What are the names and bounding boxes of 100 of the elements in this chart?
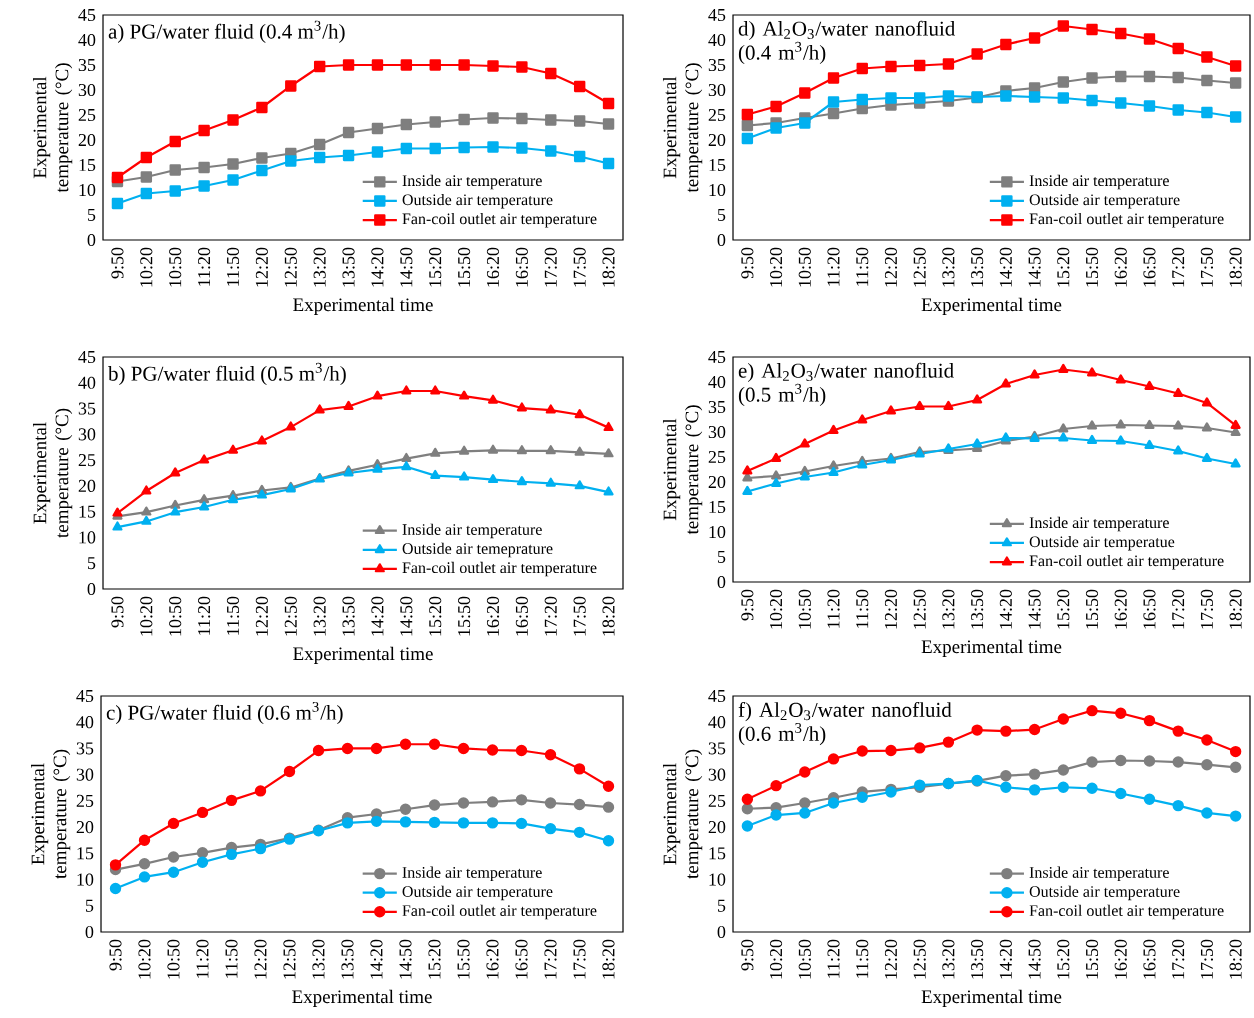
y-tick-label: 40: [76, 716, 94, 729]
x-tick-label: 10:50: [798, 247, 811, 287]
y-tick-label: 15: [77, 847, 94, 860]
x-tick-label: 12:50: [913, 939, 926, 979]
x-tick-label: 11:50: [856, 247, 869, 286]
x-tick-label: 12:50: [283, 939, 296, 979]
x-axis-title: Experimental time: [293, 297, 433, 316]
y-tick-label: 40: [78, 376, 96, 389]
y-tick-label: 0: [717, 233, 726, 247]
x-tick-label: 12:20: [255, 596, 269, 636]
x-tick-label: 17:20: [544, 596, 557, 636]
x-tick-label: 17:50: [1200, 247, 1214, 287]
y-tick-label: 5: [87, 557, 96, 570]
y-tick-label: 10: [79, 183, 96, 197]
y-tick-label: 35: [708, 400, 726, 414]
x-tick-label: 10:20: [140, 247, 153, 287]
y-tick-label: 40: [708, 716, 726, 729]
legend-label: Outside air temeprature: [402, 542, 553, 558]
x-tick-label: 12:50: [284, 247, 297, 287]
y-tick-label: 40: [78, 33, 96, 47]
y-tick-label: 5: [717, 551, 726, 563]
x-tick-label: 15:50: [1085, 939, 1099, 979]
chart-title: c) PG/water fluid (0.6 m$^{3}$/h): [106, 701, 343, 725]
x-tick-label: 11:20: [827, 247, 840, 286]
y-tick-label: 0: [85, 925, 94, 939]
y-tick-label: 20: [76, 821, 94, 834]
x-tick-label: 14:20: [371, 596, 384, 636]
x-tick-label: 16:20: [1114, 589, 1127, 629]
x-tick-label: 12:20: [884, 247, 898, 287]
x-tick-label: 14:50: [1028, 589, 1041, 629]
x-axis-title: Experimental time: [921, 297, 1062, 316]
x-tick-label: 13:20: [313, 596, 326, 636]
x-tick-label: 13:20: [942, 939, 955, 979]
y-tick-label: 40: [708, 33, 726, 47]
x-tick-label: 16:50: [515, 596, 528, 636]
x-tick-label: 11:50: [226, 247, 240, 286]
x-tick-label: 14:50: [1028, 247, 1041, 287]
x-tick-label: 16:50: [1143, 247, 1156, 287]
y-tick-label: 45: [708, 350, 726, 364]
y-tick-label: 15: [79, 158, 96, 172]
legend-label: Fan-coil outlet air temperature: [402, 212, 597, 228]
y-tick-label: 30: [76, 768, 94, 781]
x-tick-label: 15:50: [457, 247, 471, 287]
x-tick-label: 12:50: [284, 596, 297, 636]
x-tick-label: 14:20: [370, 939, 383, 979]
legend-label: Fan-coil outlet air temperature: [1029, 904, 1224, 920]
x-tick-label: 13:50: [971, 247, 984, 287]
x-tick-label: 18:20: [1229, 589, 1242, 629]
x-tick-label: 17:50: [1200, 939, 1214, 979]
x-tick-label: 9:50: [111, 247, 124, 279]
y-tick-label: 20: [708, 475, 726, 489]
legend-label: Inside air temperature: [402, 523, 542, 539]
x-tick-label: 17:50: [573, 247, 586, 287]
y-tick-label: 45: [76, 689, 94, 703]
x-tick-label: 9:50: [111, 596, 124, 628]
x-tick-label: 18:20: [602, 939, 615, 979]
x-tick-label: 17:20: [544, 247, 557, 287]
y-tick-label: 10: [709, 525, 726, 539]
x-tick-label: 11:50: [225, 939, 238, 978]
y-tick-label: 10: [77, 873, 94, 886]
legend-label: Outside air temperature: [402, 885, 553, 901]
x-tick-label: 12:50: [913, 247, 926, 287]
legend-label: Fan-coil outlet air temperature: [402, 561, 597, 577]
x-tick-label: 13:50: [971, 939, 984, 979]
y-tick-label: 40: [708, 375, 726, 389]
x-tick-label: 11:20: [197, 596, 211, 635]
legend-label: Inside air temperature: [402, 174, 542, 190]
x-tick-label: 13:50: [341, 939, 354, 979]
x-tick-label: 11:20: [197, 247, 211, 286]
x-tick-label: 15:20: [429, 247, 442, 287]
x-tick-label: 10:50: [169, 247, 182, 287]
x-tick-label: 11:50: [856, 939, 869, 978]
x-tick-label: 13:20: [942, 247, 955, 287]
x-tick-label: 18:20: [602, 596, 615, 636]
y-tick-label: 35: [78, 402, 96, 415]
y-tick-label: 30: [78, 83, 96, 97]
y-tick-label: 5: [717, 899, 726, 912]
text: f) Al$_{2}$O$_{3}$/water nanofluid (0.6 m$^{3}$/h): [738, 701, 952, 746]
y-tick-label: 30: [708, 83, 726, 97]
y-axis-title: Experimental temperature (°C): [32, 63, 73, 193]
y-tick-label: 35: [78, 58, 96, 72]
x-tick-label: 10:20: [138, 939, 151, 979]
legend-label: Inside air temperature: [1029, 174, 1169, 190]
x-tick-label: 10:20: [769, 247, 783, 287]
y-tick-label: 45: [708, 689, 726, 703]
y-tick-label: 30: [78, 428, 96, 441]
y-tick-label: 25: [78, 454, 96, 467]
x-tick-label: 18:20: [602, 247, 615, 287]
x-tick-label: 15:20: [429, 596, 442, 636]
x-tick-label: 14:20: [999, 589, 1012, 629]
x-tick-label: 11:20: [827, 939, 840, 978]
x-tick-label: 18:20: [1229, 939, 1242, 979]
legend-label: Fan-coil outlet air temperature: [1029, 554, 1224, 570]
legend-label: Inside air temperature: [402, 866, 542, 882]
legend-label: Outside air temperature: [1029, 885, 1180, 901]
y-tick-label: 25: [708, 108, 726, 122]
y-tick-label: 45: [78, 8, 96, 22]
x-tick-label: 16:20: [486, 939, 499, 979]
legend-label: Outside air temperatue: [1029, 535, 1175, 551]
chart-title: a) PG/water fluid (0.4 m$^{3}$/h): [108, 20, 345, 43]
